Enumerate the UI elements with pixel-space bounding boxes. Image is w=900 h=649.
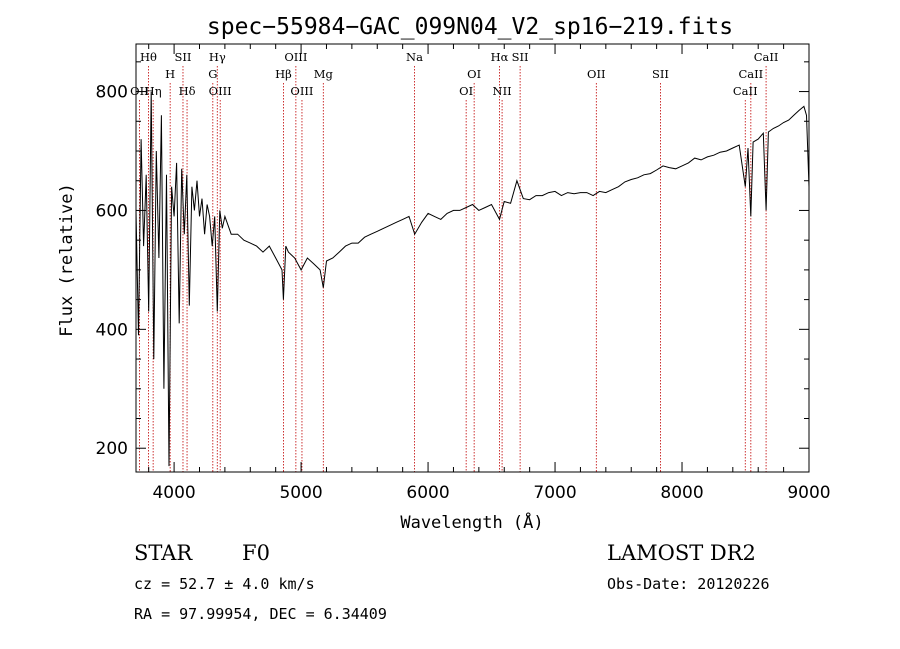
y-tick-label-0: 200 — [96, 439, 128, 459]
object-class: STAR — [134, 541, 193, 565]
line-label-13: Na — [406, 50, 423, 64]
line-label-11: OIII — [290, 84, 313, 98]
line-label-21: CaII — [754, 50, 779, 64]
line-label-17: SII — [512, 50, 529, 64]
line-label-19: OII — [587, 67, 606, 81]
spectrum-line — [135, 91, 810, 467]
x-tick-label-5: 9000 — [787, 483, 830, 503]
observation-date: Obs-Date: 20120226 — [607, 575, 770, 593]
line-label-10: Hβ — [275, 67, 292, 81]
line-label-23: CaII — [733, 84, 758, 98]
line-label-2: Hη — [145, 84, 162, 98]
x-tick-label-2: 6000 — [406, 483, 449, 503]
line-label-3: H — [165, 67, 175, 81]
x-axis-label: Wavelength (Å) — [400, 511, 543, 533]
line-label-6: Hγ — [209, 50, 226, 64]
tick-layer: 4000 5000 6000 7000 8000 9000 200 400 600 800 — [96, 44, 831, 503]
y-axis-label: Flux (relative) — [57, 183, 77, 337]
line-label-18: NII — [493, 84, 512, 98]
y-tick-label-1: 400 — [96, 320, 128, 340]
object-subclass: F0 — [242, 541, 270, 565]
line-label-16: Hα — [491, 50, 509, 64]
line-label-7: G — [208, 67, 217, 81]
line-label-4: SII — [174, 50, 191, 64]
line-label-14: OI — [467, 67, 481, 81]
y-tick-label-2: 600 — [96, 201, 128, 221]
plot-frame — [135, 43, 810, 473]
x-tick-label-4: 8000 — [660, 483, 703, 503]
x-tick-label-1: 5000 — [279, 483, 322, 503]
line-label-20: SII — [652, 67, 669, 81]
x-tick-label-3: 7000 — [533, 483, 576, 503]
survey-name: LAMOST DR2 — [607, 541, 756, 565]
line-label-8: OIII — [209, 84, 232, 98]
line-label-1: OII — [130, 84, 149, 98]
coordinates: RA = 97.99954, DEC = 6.34409 — [134, 605, 387, 623]
line-label-12: Mg — [314, 67, 334, 81]
line-marker-layer: HθOIIHηHSIIHδHγGOIIIOIIIHβOIIIMgNaOIOIHα… — [130, 50, 778, 472]
x-tick-label-0: 4000 — [152, 483, 195, 503]
line-label-22: CaII — [738, 67, 763, 81]
redshift-cz: cz = 52.7 ± 4.0 km/s — [134, 575, 315, 593]
line-label-5: Hδ — [179, 84, 196, 98]
line-label-0: Hθ — [140, 50, 157, 64]
line-label-15: OI — [459, 84, 473, 98]
line-label-9: OIII — [284, 50, 307, 64]
y-tick-label-3: 800 — [96, 83, 128, 103]
chart-title: spec−55984−GAC_099N04_V2_sp16−219.fits — [207, 14, 733, 40]
